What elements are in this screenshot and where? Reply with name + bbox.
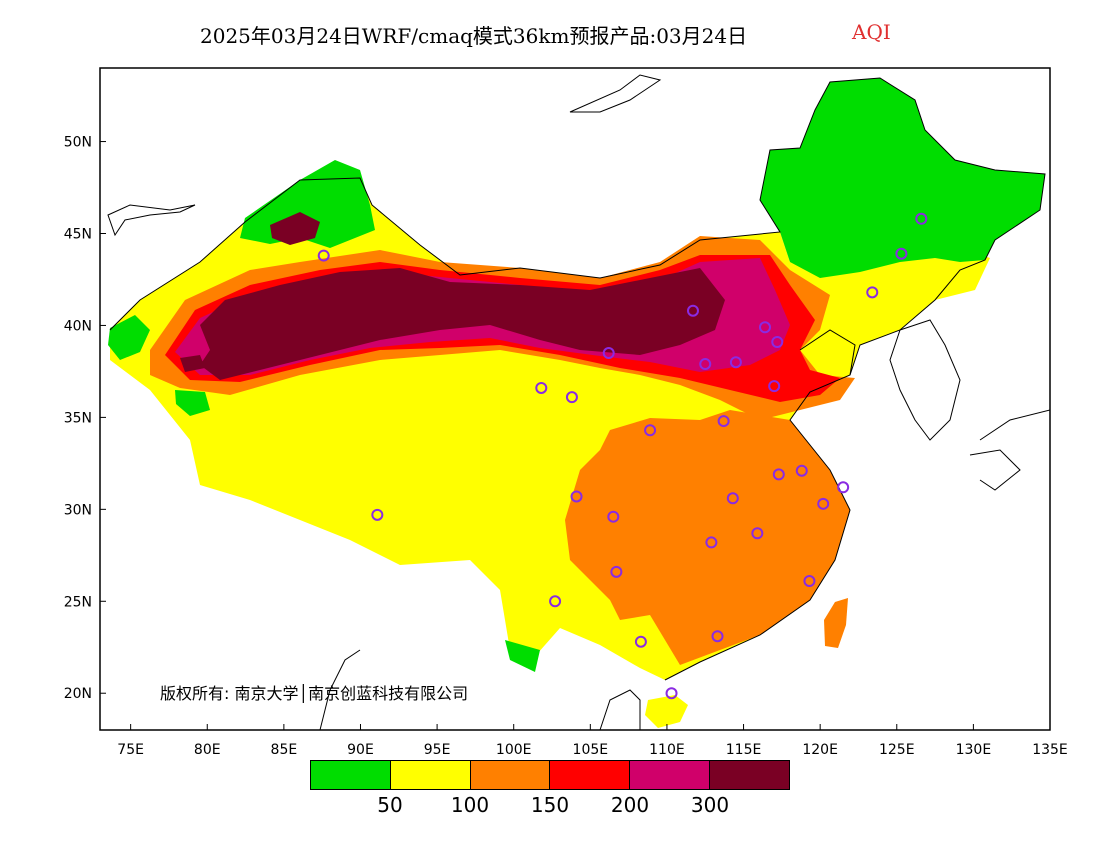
x-tick-label: 95E <box>424 742 451 758</box>
monitoring-stations <box>317 212 928 700</box>
station-marker <box>699 358 712 371</box>
station-marker <box>317 249 330 262</box>
region-hazardous <box>200 268 725 380</box>
x-tick-label: 100E <box>496 742 532 758</box>
coastline-bohai <box>799 329 856 376</box>
region-hainan <box>645 695 688 728</box>
station-marker <box>729 356 742 369</box>
map-title: 2025年03月24日WRF/cmaq模式36km预报产品:03月24日 AQI <box>0 18 1100 54</box>
station-marker <box>751 527 764 540</box>
station-marker <box>705 536 718 549</box>
legend-label: 150 <box>530 793 570 817</box>
station-marker <box>717 415 730 428</box>
station-marker <box>915 212 928 225</box>
x-tick-label: 80E <box>194 742 221 758</box>
station-marker <box>644 424 657 437</box>
y-tick-label: 30N <box>64 502 92 518</box>
region-hazardous-west <box>270 212 320 245</box>
region-hazardous-small <box>180 355 205 372</box>
color-legend <box>310 760 790 792</box>
legend-swatch <box>311 761 391 789</box>
legend-swatch <box>550 761 631 789</box>
y-tick-label: 50N <box>64 135 92 151</box>
x-tick-label: 85E <box>271 742 298 758</box>
coastline-korea <box>889 319 961 441</box>
region-good-south <box>505 640 540 672</box>
station-marker <box>686 304 699 317</box>
x-tick-label: 110E <box>649 742 685 758</box>
station-marker <box>711 630 724 643</box>
y-tick-label: 45N <box>64 227 92 243</box>
station-marker <box>371 508 384 521</box>
region-good-west <box>108 315 150 360</box>
station-marker <box>759 321 771 334</box>
station-marker <box>772 468 785 481</box>
y-tick-label: 35N <box>64 410 92 426</box>
region-taiwan <box>824 598 848 648</box>
station-marker <box>895 247 908 260</box>
y-tick-label: 20N <box>64 686 92 702</box>
region-usg-south-central <box>565 410 850 665</box>
station-marker <box>817 497 830 510</box>
x-tick-label: 90E <box>347 742 374 758</box>
aqi-field <box>108 78 1045 728</box>
station-marker <box>535 381 548 394</box>
x-tick-label: 135E <box>1032 742 1068 758</box>
station-marker <box>570 490 583 503</box>
legend-label: 200 <box>610 793 650 817</box>
legend-swatch <box>470 761 551 789</box>
legend-label: 300 <box>690 793 730 817</box>
region-good-small <box>175 390 210 416</box>
boundaries <box>107 74 1050 730</box>
station-marker <box>634 635 647 648</box>
station-marker <box>768 380 781 393</box>
legend-swatch <box>710 761 789 789</box>
legend-label: 100 <box>450 793 490 817</box>
station-marker <box>837 481 850 494</box>
station-marker <box>610 565 623 578</box>
x-axis: 75E 80E 85E 90E 95E 100E 105E 110E 115E 120E 125E 1… <box>117 724 1068 758</box>
y-tick-label: 40N <box>64 318 92 334</box>
station-marker <box>803 575 816 588</box>
x-tick-label: 125E <box>879 742 915 758</box>
x-tick-label: 115E <box>726 742 762 758</box>
station-marker <box>726 492 739 505</box>
station-marker <box>665 687 678 700</box>
x-tick-label: 120E <box>802 742 838 758</box>
title-main: 2025年03月24日WRF/cmaq模式36km预报产品:03月24日 <box>200 24 748 48</box>
legend-swatch <box>630 761 711 789</box>
legend-colorbar <box>310 760 790 790</box>
coastline-north <box>569 74 662 113</box>
legend-label: 50 <box>377 793 403 817</box>
station-marker <box>866 286 879 299</box>
coastline-west <box>107 204 196 237</box>
coastline-southeast-asia <box>319 649 641 730</box>
station-marker <box>795 464 808 477</box>
region-good-northeast <box>760 78 1045 278</box>
title-variable: AQI <box>852 20 891 44</box>
y-axis: 20N 25N 30N 35N 40N 45N 50N <box>64 135 106 702</box>
map-frame <box>99 67 1051 731</box>
copyright-notice: 版权所有: 南京大学│南京创蓝科技有限公司 <box>160 684 469 703</box>
station-marker <box>549 595 562 608</box>
y-tick-label: 25N <box>64 594 92 610</box>
legend-swatch <box>390 761 471 789</box>
station-marker <box>771 335 784 348</box>
x-tick-label: 75E <box>117 742 144 758</box>
station-marker <box>607 510 620 523</box>
x-tick-label: 130E <box>956 742 992 758</box>
station-marker <box>602 347 615 360</box>
x-tick-label: 105E <box>573 742 609 758</box>
boundary-national <box>109 77 1046 681</box>
station-marker <box>565 391 578 404</box>
coastline-japan <box>969 409 1050 491</box>
